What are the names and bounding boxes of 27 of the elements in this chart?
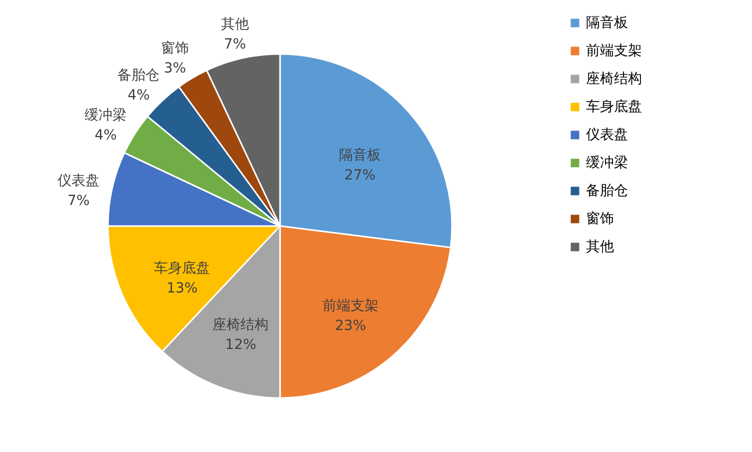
- legend-label: 其他: [586, 239, 614, 255]
- legend-label: 座椅结构: [586, 71, 642, 87]
- legend-label: 车身底盘: [586, 99, 642, 115]
- slice-label: 缓冲梁: [84, 107, 127, 124]
- slice-label: 备胎仓: [118, 68, 160, 84]
- data-label: 13%: [166, 280, 198, 296]
- data-label: 12%: [225, 337, 256, 354]
- data-label: 7%: [224, 36, 246, 53]
- data-label: 23%: [334, 318, 366, 334]
- legend-label: 仪表盘: [586, 127, 628, 143]
- slice-label: 车身底盘: [154, 260, 210, 276]
- slice-label: 座椅结构: [212, 317, 269, 334]
- data-label: 7%: [67, 192, 90, 209]
- legend-label: 隔音板: [586, 15, 628, 31]
- legend-label: 窗饰: [586, 211, 614, 227]
- slice-label: 其他: [220, 16, 249, 33]
- legend-label: 缓冲梁: [586, 155, 628, 171]
- slice-label: 前端支架: [322, 298, 379, 314]
- data-label: 3%: [164, 60, 186, 76]
- legend-label: 备胎仓: [586, 183, 628, 199]
- data-label: 27%: [344, 167, 376, 184]
- data-label: 4%: [94, 127, 117, 144]
- slice-label: 仪表盘: [58, 172, 100, 189]
- data-label: 4%: [128, 88, 150, 104]
- legend-label: 前端支架: [586, 43, 642, 59]
- slice-label: 窗饰: [160, 40, 189, 56]
- slice-label: 隔音板: [338, 147, 381, 164]
